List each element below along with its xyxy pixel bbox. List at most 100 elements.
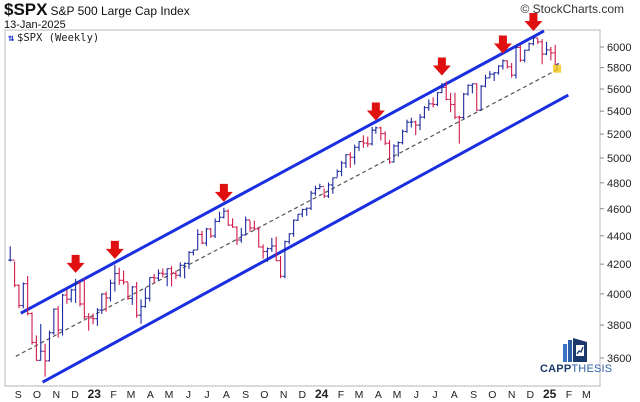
ohlc-bar [373, 126, 378, 134]
ohlc-bar [304, 207, 309, 216]
y-tick-label: 3600 [607, 353, 631, 365]
logo-text-thesis: THESIS [571, 363, 613, 375]
x-tick-label: O [488, 389, 496, 401]
ohlc-bar [274, 236, 279, 262]
y-tick-label: 5000 [607, 153, 631, 165]
ohlc-bar [361, 135, 366, 148]
ohlc-bar [156, 269, 161, 282]
y-tick-label: 5600 [607, 84, 631, 96]
ohlc-bar [378, 126, 383, 141]
ohlc-bar [12, 259, 17, 288]
ohlc-bar [339, 161, 344, 177]
y-tick-label: 6000 [607, 42, 631, 54]
x-tick-label: A [451, 389, 458, 401]
ohlc-bar [457, 115, 462, 144]
ohlc-bar [540, 39, 545, 65]
ohlc-bar [496, 65, 501, 75]
ohlc-bar [173, 270, 178, 280]
ohlc-bar [86, 313, 91, 331]
ohlc-bar [56, 306, 61, 338]
y-tick-label: 5800 [607, 63, 631, 75]
y-tick-label: 4800 [607, 178, 631, 190]
series-legend: ⇅ $SPX (Weekly) [8, 32, 99, 44]
x-tick-label: A [223, 389, 230, 401]
x-tick-label: N [280, 389, 288, 401]
chart-header: $SPX S&P 500 Large Cap Index [4, 0, 190, 20]
ohlc-bar [409, 117, 414, 128]
x-tick-label: F [110, 389, 116, 401]
ohlc-bar [313, 185, 318, 196]
ohlc-bar [335, 169, 340, 179]
ohlc-bar [51, 308, 56, 335]
ohlc-bar [357, 140, 362, 152]
ohlc-bar [278, 256, 283, 279]
ohlc-bar [178, 262, 183, 278]
legend-label: $SPX (Weekly) [17, 32, 100, 44]
ohlc-bar [548, 47, 553, 61]
ohlc-bar [330, 177, 335, 194]
x-tick-label: 23 [88, 387, 102, 401]
ohlc-bar [134, 281, 139, 318]
x-tick-label: J [432, 389, 437, 401]
ohlc-bar [435, 92, 440, 107]
ohlc-bar [487, 71, 492, 79]
ohlc-bar [295, 213, 300, 221]
chart-date: 13-Jan-2025 [4, 19, 66, 31]
ohlc-bar [143, 287, 148, 308]
x-tick-label: S [15, 389, 22, 401]
ohlc-bar [439, 82, 444, 94]
channel-upper-line [20, 29, 545, 315]
ohlc-bar [518, 45, 523, 63]
red-down-arrow-marker [432, 57, 451, 76]
ohlc-bar [234, 226, 239, 245]
ohlc-bar [535, 37, 540, 45]
ohlc-bar [287, 233, 292, 245]
ohlc-bar [500, 59, 505, 70]
ohlc-bar [25, 275, 30, 316]
red-down-arrow-marker [105, 240, 124, 259]
ohlc-bar [186, 251, 191, 270]
ohlc-bar [82, 278, 87, 320]
y-tick-label: 4600 [607, 204, 631, 216]
capp-thesis-logo: CAPPTHESIS [540, 336, 613, 375]
channel-lower-line [41, 93, 570, 384]
ohlc-bar [309, 190, 314, 211]
ohlc-bar [34, 335, 39, 361]
ohlc-bar [16, 284, 21, 309]
ohlc-bar [252, 220, 257, 230]
ohlc-bar [165, 268, 170, 287]
ohlc-bar [452, 92, 457, 120]
ohlc-bar [396, 141, 401, 157]
x-tick-label: A [375, 389, 382, 401]
x-tick-label: A [147, 389, 154, 401]
ohlc-bar [160, 268, 165, 278]
x-tick-label: M [127, 389, 136, 401]
ohlc-bar [413, 120, 418, 136]
red-down-arrow-marker [524, 13, 543, 32]
ohlc-bar [243, 216, 248, 236]
x-tick-label: M [165, 389, 174, 401]
ohlc-bar [391, 144, 396, 163]
ohlc-bar [69, 288, 74, 303]
x-tick-label: S [470, 389, 477, 401]
ohlc-bar [522, 49, 527, 63]
ohlc-bar [527, 42, 532, 51]
ohlc-bar [239, 227, 244, 243]
ohlc-bar [387, 140, 392, 164]
x-tick-label: J [204, 389, 209, 401]
y-tick-label: 4000 [607, 289, 631, 301]
ohlc-bar [200, 230, 205, 245]
ohlc-bar [474, 83, 479, 111]
x-tick-label: N [508, 389, 516, 401]
ohlc-bar [300, 208, 305, 218]
ohlc-bar [444, 81, 449, 101]
x-tick-label: J [186, 389, 191, 401]
ohlc-bar [47, 330, 52, 362]
ohlc-bar [269, 237, 274, 252]
x-tick-label: D [71, 389, 79, 401]
x-tick-label: 24 [315, 387, 329, 401]
x-tick-label: O [33, 389, 41, 401]
ohlc-bar [404, 119, 409, 133]
x-tick-label: J [414, 389, 419, 401]
ohlc-bar [461, 92, 466, 120]
